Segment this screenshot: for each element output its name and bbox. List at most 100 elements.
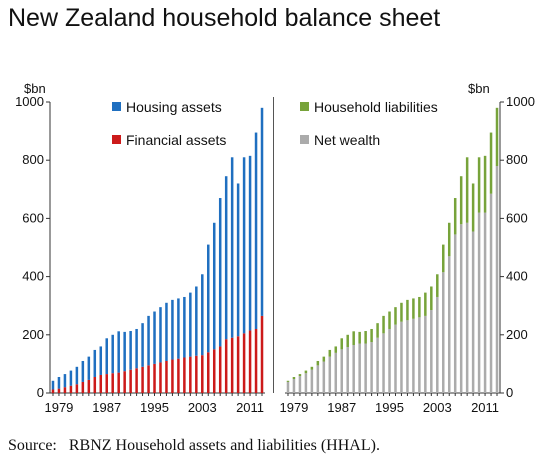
- right-bar-net-wealth: [340, 349, 343, 393]
- left-bar-financial-assets: [177, 358, 180, 393]
- right-bar-net-wealth: [382, 333, 385, 393]
- left-y-tick-label: 0: [37, 385, 44, 400]
- right-bar-net-wealth: [364, 343, 367, 393]
- left-y-tick-label: 800: [22, 152, 44, 167]
- right-bar-net-wealth: [459, 224, 463, 393]
- left-bar-housing-assets: [254, 132, 258, 329]
- left-bar-financial-assets: [99, 374, 103, 393]
- right-bar-net-wealth: [376, 337, 379, 393]
- left-bar-housing-assets: [105, 338, 108, 375]
- left-bar-financial-assets: [212, 349, 216, 393]
- left-bar-financial-assets: [201, 355, 204, 393]
- right-bar-household-liabilities: [382, 315, 385, 334]
- left-bar-housing-assets: [242, 157, 246, 334]
- right-bar-net-wealth: [322, 361, 326, 393]
- left-bar-housing-assets: [195, 286, 198, 356]
- right-bar-net-wealth: [328, 356, 332, 394]
- left-bar-housing-assets: [87, 356, 91, 380]
- right-bar-net-wealth: [489, 193, 493, 393]
- right-legend-label: Net wealth: [314, 132, 380, 148]
- right-bar-household-liabilities: [495, 107, 499, 167]
- right-legend-label: Household liabilities: [314, 99, 438, 115]
- right-bar-household-liabilities: [483, 155, 487, 213]
- right-bar-household-liabilities: [328, 349, 332, 357]
- right-bar-household-liabilities: [442, 244, 445, 273]
- left-bar-financial-assets: [254, 328, 258, 393]
- left-bar-financial-assets: [93, 377, 97, 393]
- right-bar-net-wealth: [436, 296, 439, 393]
- left-bar-housing-assets: [236, 183, 240, 337]
- left-bar-financial-assets: [69, 385, 73, 393]
- left-bar-financial-assets: [141, 366, 144, 393]
- right-y-tick-label: 0: [506, 385, 513, 400]
- left-legend-label: Financial assets: [126, 132, 226, 148]
- right-bar-household-liabilities: [394, 307, 397, 325]
- left-legend-swatch: [112, 135, 121, 144]
- left-y-tick-label: 200: [22, 327, 44, 342]
- right-y-tick-label: 200: [506, 327, 528, 342]
- left-legend-swatch: [112, 102, 121, 111]
- left-bar-housing-assets: [212, 222, 216, 350]
- right-bar-household-liabilities: [376, 323, 379, 338]
- left-bar-financial-assets: [117, 372, 120, 393]
- right-bar-net-wealth: [358, 343, 361, 393]
- right-y-tick-label: 400: [506, 269, 528, 284]
- left-bar-financial-assets: [57, 388, 61, 393]
- left-bar-housing-assets: [260, 107, 264, 316]
- right-bar-household-liabilities: [412, 298, 415, 319]
- right-unit-label: $bn: [468, 81, 490, 96]
- right-x-tick-label: 1987: [327, 400, 356, 415]
- right-bar-net-wealth: [370, 342, 373, 393]
- left-bar-financial-assets: [75, 384, 79, 393]
- right-bar-net-wealth: [430, 310, 433, 393]
- left-bar-housing-assets: [135, 328, 138, 369]
- left-bar-housing-assets: [183, 296, 186, 358]
- left-bar-housing-assets: [207, 244, 210, 353]
- left-bar-financial-assets: [111, 373, 114, 393]
- right-bar-household-liabilities: [310, 366, 314, 370]
- left-x-tick-label: 2003: [188, 400, 217, 415]
- right-x-tick-label: 2003: [423, 400, 452, 415]
- left-bar-housing-assets: [147, 315, 150, 366]
- right-bar-household-liabilities: [298, 374, 302, 377]
- right-bar-net-wealth: [418, 317, 421, 393]
- left-bar-financial-assets: [135, 368, 138, 393]
- right-bar-household-liabilities: [477, 157, 481, 213]
- left-bar-housing-assets: [248, 155, 252, 331]
- left-bar-financial-assets: [165, 360, 168, 393]
- right-bar-household-liabilities: [436, 274, 439, 297]
- right-bar-net-wealth: [286, 381, 290, 393]
- right-bar-net-wealth: [495, 166, 499, 393]
- left-y-tick-label: 400: [22, 269, 44, 284]
- left-bar-financial-assets: [81, 381, 85, 393]
- right-legend-swatch: [300, 135, 309, 144]
- left-bar-financial-assets: [248, 330, 252, 393]
- left-bar-housing-assets: [75, 366, 79, 385]
- left-bar-financial-assets: [230, 337, 234, 393]
- left-bar-housing-assets: [57, 377, 61, 389]
- left-bar-housing-assets: [123, 331, 126, 372]
- right-bar-net-wealth: [471, 231, 475, 393]
- left-bar-financial-assets: [123, 371, 126, 393]
- right-bar-net-wealth: [388, 328, 391, 393]
- right-legend-swatch: [300, 102, 309, 111]
- left-bar-housing-assets: [230, 157, 234, 338]
- right-bar-household-liabilities: [453, 198, 457, 235]
- right-bar-net-wealth: [453, 234, 457, 393]
- left-bar-housing-assets: [93, 349, 97, 377]
- right-bar-net-wealth: [304, 373, 308, 393]
- left-bar-housing-assets: [218, 198, 222, 347]
- right-y-tick-label: 1000: [506, 94, 535, 109]
- right-bar-net-wealth: [465, 222, 469, 393]
- source-note: Source: RBNZ Household assets and liabil…: [8, 437, 380, 454]
- left-bar-financial-assets: [87, 379, 91, 393]
- right-bar-net-wealth: [352, 344, 355, 393]
- right-bar-net-wealth: [310, 369, 314, 393]
- right-bar-net-wealth: [334, 352, 338, 393]
- right-bar-household-liabilities: [424, 292, 427, 316]
- right-bar-household-liabilities: [352, 331, 355, 345]
- right-bar-net-wealth: [316, 365, 320, 393]
- right-bar-household-liabilities: [465, 157, 469, 223]
- right-bar-net-wealth: [412, 318, 415, 393]
- left-x-tick-label: 1979: [44, 400, 73, 415]
